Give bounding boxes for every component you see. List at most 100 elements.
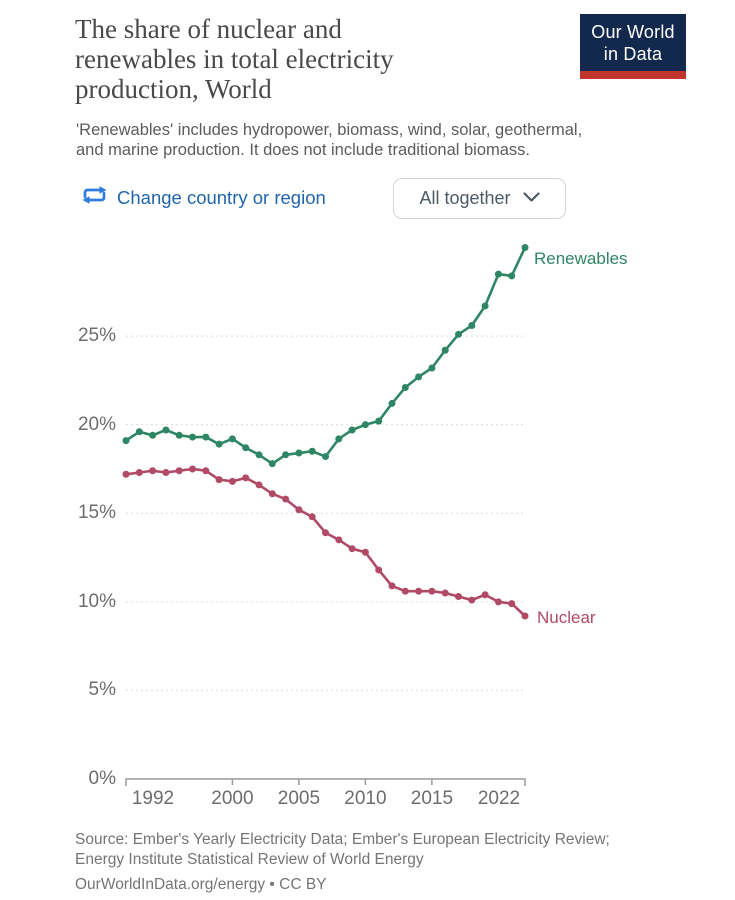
subtitle-line: 'Renewables' includes hydropower, biomas…	[76, 121, 583, 139]
nuclear-point[interactable]	[521, 612, 529, 620]
change-country-label: Change country or region	[117, 186, 326, 208]
renewables-point[interactable]	[521, 244, 529, 252]
nuclear-point[interactable]	[481, 591, 489, 599]
title-line: The share of nuclear and	[75, 14, 342, 44]
x-axis-line	[125, 778, 526, 786]
source-line: Source: Ember's Yearly Electricity Data;…	[75, 831, 610, 848]
renewables-point[interactable]	[308, 447, 316, 455]
nuclear-point[interactable]	[135, 469, 143, 477]
renewables-point[interactable]	[494, 270, 502, 278]
renewables-point[interactable]	[468, 321, 476, 329]
renewables-point[interactable]	[388, 399, 396, 407]
nuclear-point[interactable]	[242, 474, 250, 482]
renewables-point[interactable]	[135, 428, 143, 436]
nuclear-point[interactable]	[268, 490, 276, 498]
x-tick-label: 2022	[477, 788, 521, 809]
series-label-nuclear: Nuclear	[537, 608, 596, 627]
entity-mode-dropdown[interactable]: All together	[393, 178, 566, 219]
nuclear-point[interactable]	[428, 587, 436, 595]
nuclear-point[interactable]	[508, 600, 516, 608]
owid-logo-text: Our World in Data	[580, 14, 686, 71]
renewables-point[interactable]	[361, 421, 369, 429]
nuclear-point[interactable]	[375, 566, 383, 574]
nuclear-point[interactable]	[348, 545, 356, 553]
y-tick-label: 15%	[77, 502, 116, 524]
nuclear-point[interactable]	[282, 495, 290, 503]
nuclear-point[interactable]	[415, 587, 423, 595]
renewables-point[interactable]	[242, 444, 250, 452]
renewables-point[interactable]	[282, 451, 290, 459]
nuclear-point[interactable]	[295, 506, 303, 514]
y-tick-label: 0%	[88, 768, 116, 789]
renewables-point[interactable]	[348, 426, 356, 434]
nuclear-point[interactable]	[401, 587, 409, 595]
nuclear-point[interactable]	[175, 467, 183, 475]
y-tick-label: 10%	[77, 590, 116, 612]
x-tick-label: 2005	[277, 788, 321, 809]
renewables-point[interactable]	[268, 460, 276, 468]
x-tick-label: 1992	[131, 788, 175, 809]
nuclear-point[interactable]	[468, 596, 476, 604]
renewables-point[interactable]	[228, 435, 236, 443]
nuclear-point[interactable]	[162, 469, 170, 477]
renewables-line	[124, 246, 527, 465]
nuclear-point[interactable]	[255, 481, 263, 489]
renewables-point[interactable]	[149, 431, 157, 439]
renewables-point[interactable]	[508, 272, 516, 280]
change-country-button[interactable]: Change country or region	[81, 184, 326, 211]
renewables-point[interactable]	[322, 453, 329, 461]
nuclear-point[interactable]	[322, 529, 329, 537]
x-tick-label: 2000	[211, 788, 254, 809]
swap-arrows-icon	[81, 184, 108, 211]
nuclear-point[interactable]	[149, 467, 157, 475]
renewables-point[interactable]	[202, 433, 210, 441]
nuclear-point[interactable]	[441, 589, 449, 597]
renewables-point[interactable]	[255, 451, 263, 459]
nuclear-point[interactable]	[335, 536, 343, 544]
owid-logo[interactable]: Our World in Data	[580, 14, 686, 79]
title-line: renewables in total electricity	[75, 44, 394, 74]
nuclear-point[interactable]	[189, 465, 196, 473]
owid-logo-red-strip	[580, 71, 686, 79]
renewables-point[interactable]	[481, 302, 489, 310]
renewables-point[interactable]	[335, 435, 343, 443]
nuclear-line	[124, 467, 527, 618]
title-line: production, World	[75, 74, 272, 104]
renewables-point[interactable]	[375, 417, 383, 425]
nuclear-point[interactable]	[388, 582, 396, 590]
source-line: Energy Institute Statistical Review of W…	[75, 850, 424, 868]
renewables-point[interactable]	[215, 440, 223, 448]
renewables-point[interactable]	[455, 330, 462, 338]
renewables-point[interactable]	[175, 431, 183, 439]
renewables-point[interactable]	[122, 437, 130, 445]
nuclear-point[interactable]	[494, 598, 502, 606]
renewables-point[interactable]	[295, 449, 303, 457]
series-label-renewables: Renewables	[534, 249, 628, 268]
chevron-down-icon	[522, 190, 540, 208]
renewables-point[interactable]	[189, 433, 196, 441]
nuclear-point[interactable]	[455, 593, 462, 601]
renewables-point[interactable]	[401, 383, 409, 391]
attribution-line: OurWorldInData.org/energy • CC BY	[75, 876, 327, 893]
nuclear-point[interactable]	[228, 477, 236, 485]
chart-footer: Source: Ember's Yearly Electricity Data;…	[75, 830, 610, 895]
chart-subtitle: 'Renewables' includes hydropower, biomas…	[76, 121, 582, 160]
page-title: The share of nuclear and renewables in t…	[75, 14, 394, 104]
nuclear-point[interactable]	[308, 513, 316, 521]
x-tick-label: 2015	[410, 788, 454, 809]
entity-mode-value: All together	[419, 188, 511, 208]
y-tick-label: 25%	[77, 325, 116, 347]
nuclear-point[interactable]	[361, 548, 369, 556]
renewables-point[interactable]	[415, 373, 423, 381]
y-tick-label: 20%	[77, 413, 116, 435]
renewables-point[interactable]	[428, 364, 436, 372]
nuclear-point[interactable]	[202, 467, 210, 475]
nuclear-point[interactable]	[122, 470, 130, 478]
nuclear-point[interactable]	[215, 476, 223, 484]
y-tick-label: 5%	[88, 679, 116, 701]
x-tick-label: 2010	[344, 788, 387, 809]
renewables-point[interactable]	[441, 346, 449, 354]
renewables-point[interactable]	[162, 426, 170, 434]
